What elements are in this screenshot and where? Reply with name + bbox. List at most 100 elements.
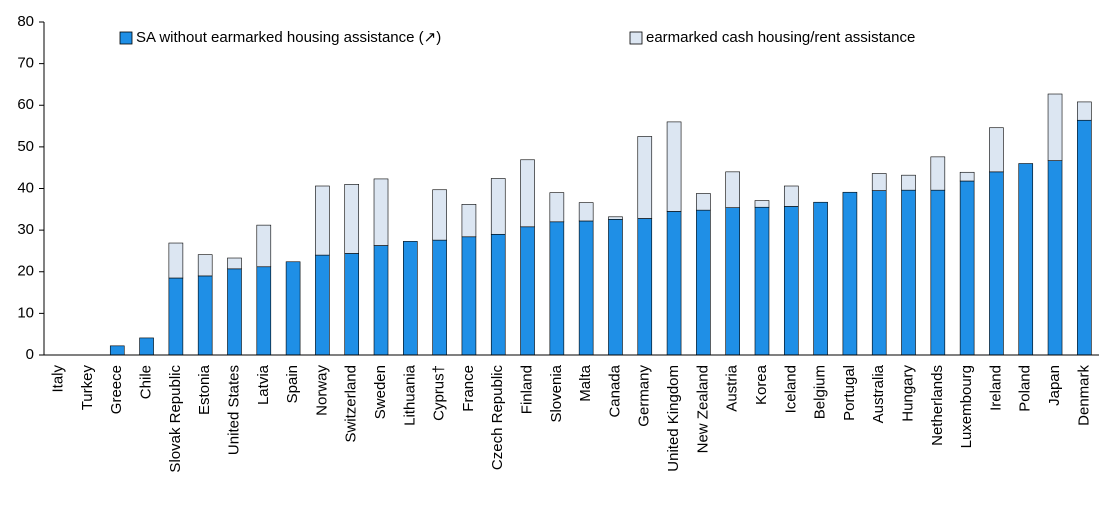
- bar-segment: [461, 236, 477, 356]
- x-tick-label: Denmark: [1075, 365, 1092, 426]
- bar-segment: [432, 189, 447, 241]
- bar-segment: [139, 337, 154, 356]
- bar-segment: [227, 268, 242, 356]
- x-tick-label: Belgium: [812, 365, 829, 419]
- bar-segment: [403, 241, 418, 356]
- bar-segment: [578, 202, 594, 222]
- x-tick-label: Czech Republic: [489, 365, 506, 471]
- bar-segment: [871, 173, 887, 191]
- y-tick-label: 10: [17, 304, 34, 321]
- bar-segment: [285, 261, 301, 356]
- bar-segment: [549, 221, 565, 356]
- bar-segment: [520, 159, 535, 228]
- x-tick-label: Italy: [50, 365, 67, 393]
- x-tick-label: United States: [225, 365, 242, 455]
- bar-segment: [1077, 119, 1092, 356]
- x-tick-label: New Zealand: [694, 365, 711, 453]
- bar-segment: [1047, 160, 1063, 356]
- bar-segment: [901, 174, 916, 191]
- bar-segment: [549, 192, 565, 223]
- bar-segment: [930, 189, 946, 356]
- bar-segment: [168, 242, 184, 279]
- bar-segment: [696, 193, 711, 211]
- x-tick-label: Netherlands: [929, 365, 946, 446]
- x-tick-label: Slovak Republic: [167, 365, 184, 473]
- legend-swatch: [119, 31, 133, 45]
- x-tick-label: Greece: [108, 365, 125, 414]
- bar-segment: [637, 136, 653, 219]
- bar-segment: [989, 171, 1004, 356]
- y-tick-label: 50: [17, 138, 34, 155]
- bar-segment: [256, 224, 272, 268]
- y-tick-label: 80: [17, 13, 34, 30]
- bar-segment: [725, 171, 740, 208]
- x-tick-label: Chile: [138, 365, 155, 399]
- y-tick-label: 70: [17, 55, 34, 72]
- bar-segment: [315, 254, 330, 356]
- bar-segment: [344, 184, 360, 254]
- x-tick-label: Luxembourg: [958, 365, 975, 448]
- bar-segment: [813, 201, 828, 356]
- x-tick-label: Korea: [753, 364, 770, 405]
- x-tick-label: Iceland: [782, 365, 799, 413]
- bar-segment: [578, 220, 594, 356]
- x-tick-label: Cyprus†: [431, 365, 448, 421]
- bar-segment: [520, 226, 535, 356]
- bar-segment: [197, 254, 213, 277]
- legend-label: SA without earmarked housing assistance …: [136, 29, 441, 46]
- bar-segment: [754, 206, 770, 356]
- bar-segment: [901, 189, 916, 356]
- bar-segment: [959, 180, 975, 356]
- x-tick-label: Hungary: [899, 365, 916, 422]
- bar-segment: [666, 121, 682, 212]
- bar-segment: [373, 245, 389, 356]
- x-tick-label: Canada: [606, 364, 623, 417]
- x-tick-label: Spain: [284, 365, 301, 403]
- y-tick-label: 20: [17, 263, 34, 280]
- bar-segment: [959, 171, 975, 182]
- x-tick-label: Turkey: [79, 365, 96, 411]
- x-tick-label: Austria: [724, 364, 741, 411]
- bar-segment: [637, 218, 653, 356]
- bar-segment: [783, 185, 799, 207]
- x-tick-label: Finland: [519, 365, 536, 414]
- bar-segment: [197, 275, 213, 356]
- x-tick-label: Sweden: [372, 365, 389, 419]
- x-tick-label: Lithuania: [401, 364, 418, 426]
- bar-segment: [608, 216, 623, 220]
- bar-segment: [871, 190, 887, 356]
- bar-segment: [1077, 101, 1092, 121]
- legend-label: earmarked cash housing/rent assistance: [646, 29, 915, 46]
- x-tick-label: France: [460, 365, 477, 412]
- bar-segment: [461, 204, 477, 238]
- x-tick-label: Slovenia: [548, 364, 565, 422]
- bar-segment: [783, 206, 799, 356]
- bar-segment: [725, 207, 740, 356]
- x-tick-label: Estonia: [196, 364, 213, 415]
- x-tick-label: Japan: [1046, 365, 1063, 406]
- bar-segment: [315, 185, 330, 256]
- x-tick-label: Norway: [313, 365, 330, 416]
- y-tick-label: 0: [26, 346, 34, 363]
- bar-segment: [842, 191, 858, 356]
- bar-segment: [344, 253, 360, 356]
- y-tick-label: 40: [17, 179, 34, 196]
- bar-segment: [930, 156, 946, 191]
- x-tick-label: Latvia: [255, 364, 272, 405]
- y-tick-label: 30: [17, 221, 34, 238]
- bar-segment: [989, 127, 1004, 173]
- bar-segment: [666, 211, 682, 356]
- bar-segment: [256, 266, 272, 356]
- x-tick-label: Portugal: [841, 365, 858, 421]
- x-tick-label: Ireland: [987, 365, 1004, 411]
- bar-segment: [109, 345, 125, 356]
- x-tick-label: Australia: [870, 364, 887, 423]
- bar-segment: [490, 233, 506, 356]
- bar-segment: [1018, 163, 1034, 356]
- x-tick-label: Switzerland: [343, 365, 360, 443]
- bar-segment: [608, 219, 623, 356]
- bar-segment: [168, 277, 184, 356]
- legend-swatch: [629, 31, 643, 45]
- bar-segment: [696, 209, 711, 356]
